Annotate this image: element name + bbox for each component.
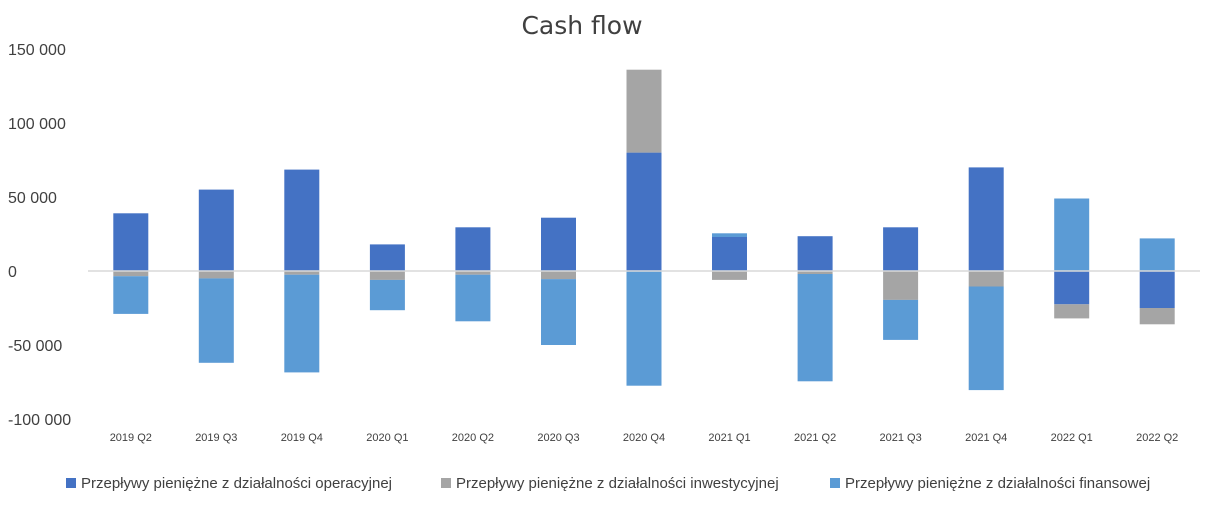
y-tick-label: -50 000 bbox=[8, 338, 62, 355]
bar-segment-series-3 bbox=[1054, 198, 1090, 271]
legend: Przepływy pieniężne z działalności opera… bbox=[66, 475, 1150, 492]
legend-label: Przepływy pieniężne z działalności inwes… bbox=[456, 475, 779, 492]
legend-item: Przepływy pieniężne z działalności inwes… bbox=[441, 475, 779, 492]
bar-segment-series-2 bbox=[541, 271, 576, 280]
bar-segment-series-1 bbox=[284, 169, 320, 271]
bar-segment-series-3 bbox=[369, 279, 405, 311]
legend-swatch bbox=[830, 478, 840, 488]
x-tick-label: 2022 Q1 bbox=[1051, 432, 1093, 444]
y-tick-label: 50 000 bbox=[8, 190, 57, 207]
bar-segment-series-3 bbox=[541, 279, 576, 345]
bar-segment-series-1 bbox=[369, 244, 405, 271]
bar-segment-series-1 bbox=[198, 189, 234, 271]
bar-segment-series-1 bbox=[883, 227, 919, 271]
y-tick-label: 0 bbox=[8, 264, 17, 281]
bar-segment-series-2 bbox=[198, 271, 234, 279]
bar-segment-series-2 bbox=[712, 271, 747, 280]
chart-title: Cash flow bbox=[521, 11, 642, 40]
bar-segment-series-2 bbox=[968, 271, 1004, 287]
x-tick-label: 2019 Q4 bbox=[281, 432, 323, 444]
bar-segment-series-1 bbox=[968, 167, 1004, 271]
bar-segment-series-3 bbox=[1139, 238, 1175, 271]
bar-segment-series-2 bbox=[1054, 304, 1090, 319]
bar-segment-series-3 bbox=[198, 278, 234, 363]
y-tick-label: -100 000 bbox=[8, 412, 71, 429]
bar-segment-series-3 bbox=[284, 274, 320, 373]
bars bbox=[113, 69, 1175, 391]
bar-segment-series-1 bbox=[455, 227, 491, 271]
bar-segment-series-1 bbox=[712, 237, 747, 271]
bar-segment-series-3 bbox=[968, 286, 1004, 391]
bar-segment-series-3 bbox=[626, 271, 662, 386]
legend-swatch bbox=[441, 478, 451, 488]
y-tick-label: 150 000 bbox=[8, 42, 66, 59]
y-tick-label: 100 000 bbox=[8, 116, 66, 133]
legend-swatch bbox=[66, 478, 76, 488]
x-tick-label: 2020 Q3 bbox=[537, 432, 579, 444]
bar-segment-series-2 bbox=[883, 271, 919, 300]
bar-segment-series-2 bbox=[113, 271, 149, 277]
bar-segment-series-1 bbox=[626, 152, 662, 271]
bar-segment-series-2 bbox=[369, 271, 405, 280]
bar-segment-series-2 bbox=[455, 271, 491, 275]
bar-segment-series-3 bbox=[712, 233, 747, 237]
x-tick-label: 2020 Q1 bbox=[366, 432, 408, 444]
bar-segment-series-2 bbox=[1139, 308, 1175, 325]
x-axis: 2019 Q2 2019 Q3 2019 Q4 2020 Q1 2020 Q2 2020 … bbox=[110, 432, 1179, 444]
x-tick-label: 2022 Q2 bbox=[1136, 432, 1178, 444]
bar-segment-series-2 bbox=[284, 271, 320, 275]
legend-item: Przepływy pieniężne z działalności finan… bbox=[830, 475, 1150, 492]
x-tick-label: 2021 Q2 bbox=[794, 432, 836, 444]
x-tick-label: 2020 Q2 bbox=[452, 432, 494, 444]
bar-segment-series-1 bbox=[797, 236, 833, 271]
bar-segment-series-1 bbox=[1139, 271, 1175, 308]
x-tick-label: 2019 Q2 bbox=[110, 432, 152, 444]
bar-segment-series-1 bbox=[113, 213, 149, 271]
legend-item: Przepływy pieniężne z działalności opera… bbox=[66, 475, 392, 492]
bar-segment-series-2 bbox=[626, 69, 662, 153]
bar-segment-series-3 bbox=[883, 299, 919, 340]
x-tick-label: 2021 Q4 bbox=[965, 432, 1007, 444]
x-tick-label: 2021 Q1 bbox=[708, 432, 750, 444]
legend-label: Przepływy pieniężne z działalności opera… bbox=[81, 475, 392, 492]
legend-label: Przepływy pieniężne z działalności finan… bbox=[845, 475, 1150, 492]
bar-segment-series-2 bbox=[797, 271, 833, 274]
bar-segment-series-3 bbox=[797, 274, 833, 382]
bar-segment-series-1 bbox=[541, 217, 576, 271]
y-axis: 150 000 100 000 50 000 0 -50 000 -100 000 bbox=[8, 42, 71, 429]
bar-segment-series-3 bbox=[113, 276, 149, 314]
bar-segment-series-1 bbox=[1054, 271, 1090, 305]
x-tick-label: 2019 Q3 bbox=[195, 432, 237, 444]
x-tick-label: 2021 Q3 bbox=[879, 432, 921, 444]
x-tick-label: 2020 Q4 bbox=[623, 432, 665, 444]
bar-segment-series-3 bbox=[455, 274, 491, 322]
